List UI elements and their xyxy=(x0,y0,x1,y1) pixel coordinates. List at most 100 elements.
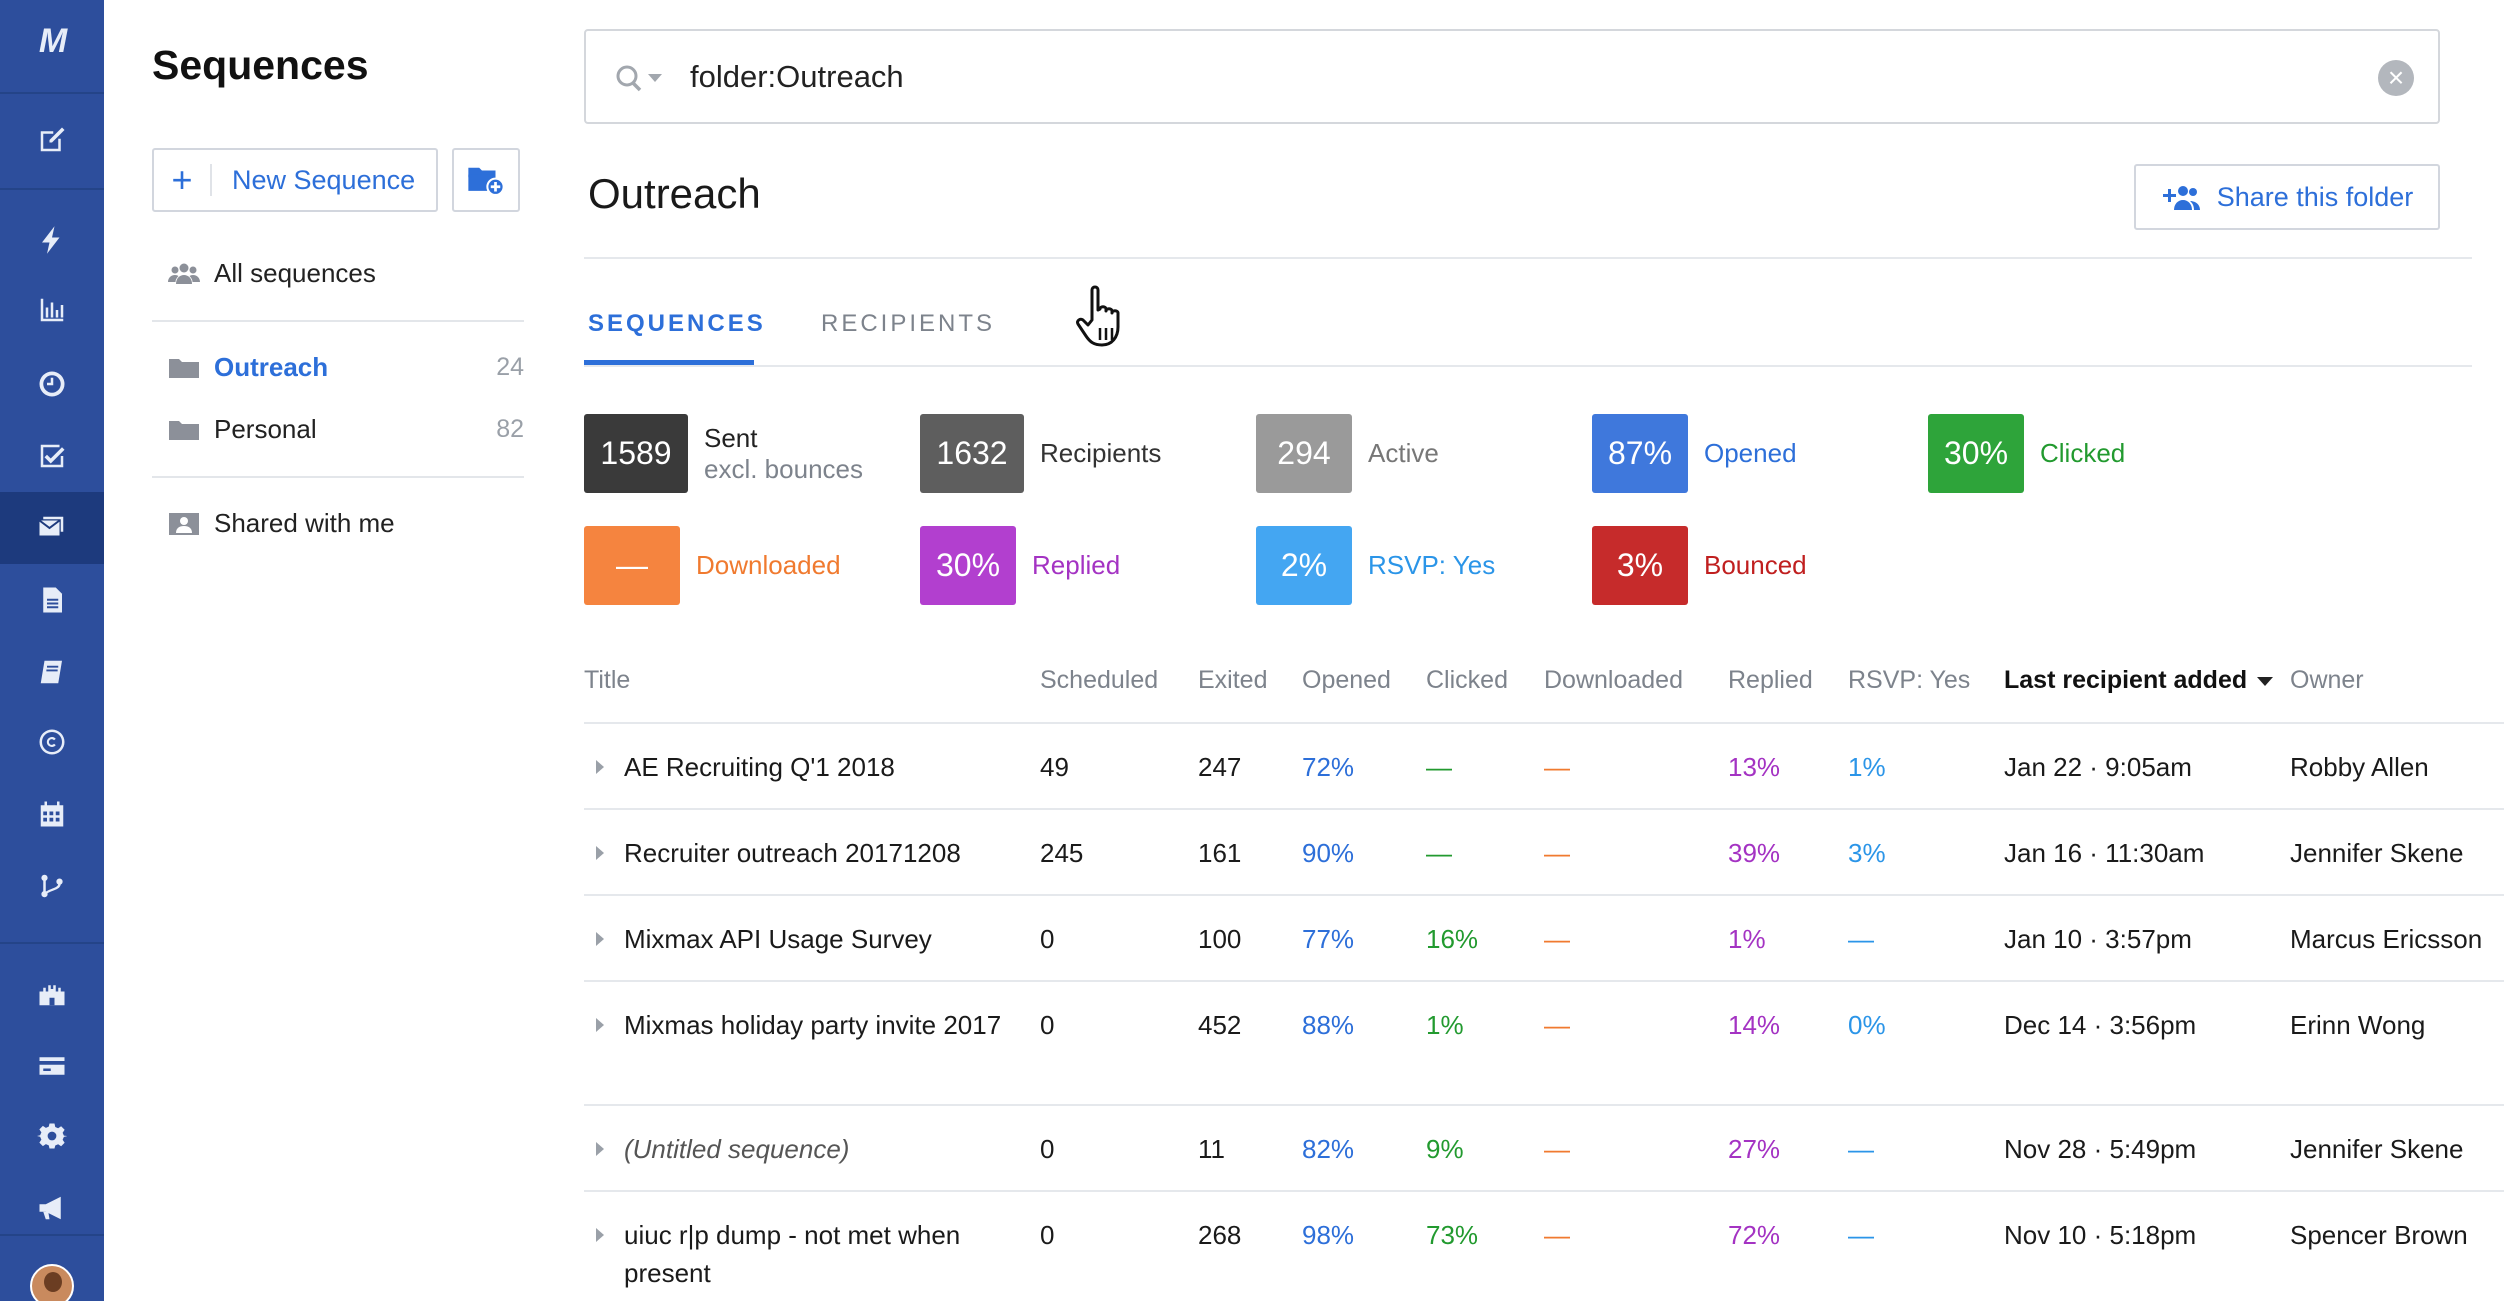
cell-last-recipient: Dec 14 · 3:56pm xyxy=(2004,1010,2197,1040)
cell-scheduled: 49 xyxy=(1040,752,1069,782)
cell-last-recipient: Jan 16 · 11:30am xyxy=(2004,838,2205,868)
cell-last-recipient: Jan 22 · 9:05am xyxy=(2004,752,2192,782)
cell-opened: 98% xyxy=(1302,1220,1355,1250)
stat-opened: 87% Opened xyxy=(1592,414,1797,493)
column-header-owner[interactable]: Owner xyxy=(2290,666,2364,694)
cell-replied: 13% xyxy=(1728,752,1781,782)
megaphone-icon xyxy=(39,1196,61,1220)
stat-label: Opened xyxy=(1704,438,1797,468)
sidebar-item-shared-with-me[interactable]: Shared with me xyxy=(168,508,524,539)
column-header-scheduled[interactable]: Scheduled xyxy=(1040,666,1159,694)
stat-recipients: 1632 Recipients xyxy=(920,414,1161,493)
cell-replied: 1% xyxy=(1728,924,1766,954)
rail-reports[interactable] xyxy=(0,274,104,346)
search-bar[interactable]: folder:Outreach × xyxy=(584,29,2440,124)
rail-library[interactable] xyxy=(0,636,104,708)
search-input[interactable]: folder:Outreach xyxy=(690,59,904,94)
cell-title[interactable]: Mixmas holiday party invite 2017 xyxy=(624,1010,1002,1040)
plus-icon: + xyxy=(171,159,193,200)
expand-row-icon[interactable] xyxy=(596,1018,604,1032)
rail-scheduled[interactable] xyxy=(0,348,104,420)
rail-rules[interactable] xyxy=(0,706,104,778)
rail-sequences[interactable] xyxy=(0,492,104,564)
cell-replied: 39% xyxy=(1728,838,1781,868)
rail-live-feed[interactable] xyxy=(0,204,104,276)
cell-title[interactable]: Mixmax API Usage Survey xyxy=(624,924,932,954)
rail-announcements[interactable] xyxy=(0,1172,104,1244)
cell-owner: Jennifer Skene xyxy=(2290,1134,2464,1164)
rail-profile[interactable] xyxy=(0,1250,104,1301)
stat-label-block: Sent excl. bounces xyxy=(704,423,863,485)
stat-value: 30% xyxy=(920,526,1016,605)
expand-row-icon[interactable] xyxy=(596,932,604,946)
stat-downloaded: — Downloaded xyxy=(584,526,841,605)
expand-row-icon[interactable] xyxy=(596,1228,604,1242)
expand-row-icon[interactable] xyxy=(596,846,604,860)
chart-icon xyxy=(40,298,64,322)
cell-title[interactable]: (Untitled sequence) xyxy=(624,1134,850,1164)
column-header-replied[interactable]: Replied xyxy=(1728,666,1813,694)
stat-label: Downloaded xyxy=(696,550,841,580)
rail-team[interactable] xyxy=(0,958,104,1030)
sidebar-folder-outreach[interactable]: Outreach 24 xyxy=(168,352,524,383)
share-folder-button[interactable]: Share this folder xyxy=(2134,164,2440,230)
cell-title[interactable]: Recruiter outreach 20171208 xyxy=(624,838,961,868)
sidebar-item-all-sequences[interactable]: All sequences xyxy=(168,258,524,289)
cell-title[interactable]: AE Recruiting Q'1 2018 xyxy=(624,752,895,782)
stat-value: 294 xyxy=(1256,414,1352,493)
rail-tasks[interactable] xyxy=(0,420,104,492)
rail-divider xyxy=(0,942,104,944)
folder-icon xyxy=(169,358,199,378)
cell-rsvp: — xyxy=(1848,1220,1874,1250)
column-header-clicked[interactable]: Clicked xyxy=(1426,666,1508,694)
folder-label: Outreach xyxy=(214,352,329,382)
sequences-icon xyxy=(38,516,64,536)
card-icon xyxy=(39,1057,65,1075)
tab-recipients[interactable]: RECIPIENTS xyxy=(821,310,996,337)
rail-settings[interactable] xyxy=(0,1100,104,1172)
logo-mark: M xyxy=(38,21,67,60)
column-header-exited[interactable]: Exited xyxy=(1198,666,1268,694)
row-divider xyxy=(584,1104,2504,1106)
sidebar-folder-personal[interactable]: Personal 82 xyxy=(168,414,524,445)
column-header-title[interactable]: Title xyxy=(584,666,631,694)
column-header-downloaded[interactable]: Downloaded xyxy=(1544,666,1683,694)
cell-scheduled: 245 xyxy=(1040,838,1084,868)
tab-sequences[interactable]: SEQUENCES xyxy=(588,310,766,337)
stat-sublabel: excl. bounces xyxy=(704,453,863,484)
sequences-sidebar: Sequences + New Sequence All sequences O… xyxy=(104,0,564,1301)
cell-title[interactable]: uiuc r|p dump - not met when present xyxy=(624,1220,961,1288)
cell-opened: 88% xyxy=(1302,1010,1355,1040)
rail-compose[interactable] xyxy=(0,104,104,176)
column-header-rsvp[interactable]: RSVP: Yes xyxy=(1848,666,1971,694)
cell-rsvp: — xyxy=(1848,924,1874,954)
cell-replied: 14% xyxy=(1728,1010,1781,1040)
stat-label: Sent xyxy=(704,422,758,453)
folder-count: 82 xyxy=(496,415,524,443)
sidebar-item-label: Shared with me xyxy=(214,508,395,538)
new-folder-button[interactable] xyxy=(452,148,520,212)
cell-exited: 100 xyxy=(1198,924,1242,954)
rail-integrations[interactable] xyxy=(0,850,104,922)
cell-clicked: — xyxy=(1426,752,1452,782)
rail-calendar[interactable] xyxy=(0,778,104,850)
stat-active: 294 Active xyxy=(1256,414,1439,493)
expand-row-icon[interactable] xyxy=(596,1142,604,1156)
row-divider xyxy=(584,894,2504,896)
cell-exited: 11 xyxy=(1198,1134,1225,1164)
stat-bounced: 3% Bounced xyxy=(1592,526,1807,605)
clear-search-icon[interactable]: × xyxy=(2378,60,2414,96)
rail-templates[interactable] xyxy=(0,564,104,636)
new-sequence-button[interactable]: + New Sequence xyxy=(152,148,438,212)
column-header-opened[interactable]: Opened xyxy=(1302,666,1391,694)
column-header-last-recipient[interactable]: Last recipient added xyxy=(2004,666,2274,695)
cell-opened: 77% xyxy=(1302,924,1355,954)
app-logo[interactable]: M xyxy=(0,5,104,77)
avatar xyxy=(30,1264,74,1301)
calendar-icon xyxy=(40,801,64,827)
branch-icon xyxy=(41,874,63,898)
expand-row-icon[interactable] xyxy=(596,760,604,774)
cell-last-recipient: Nov 28 · 5:49pm xyxy=(2004,1134,2197,1164)
rail-billing[interactable] xyxy=(0,1030,104,1102)
stat-label: RSVP: Yes xyxy=(1368,550,1496,580)
